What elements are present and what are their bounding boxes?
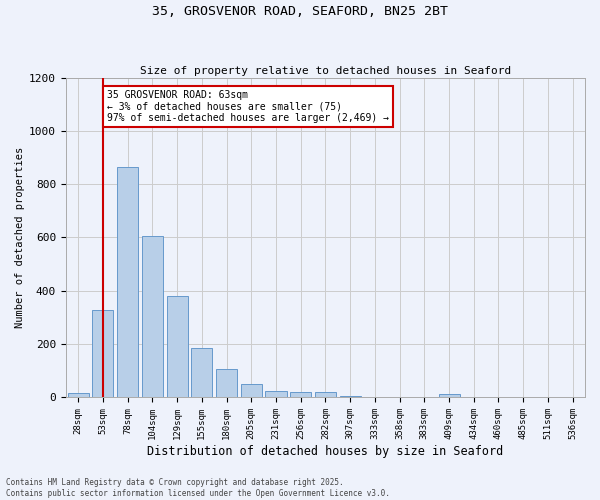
Y-axis label: Number of detached properties: Number of detached properties (15, 146, 25, 328)
Bar (216, 369, 237, 397)
Bar (241, 384, 262, 397)
Bar (142, 236, 163, 397)
Bar (117, 167, 138, 397)
Title: Size of property relative to detached houses in Seaford: Size of property relative to detached ho… (140, 66, 511, 76)
Bar (265, 391, 287, 397)
Text: Contains HM Land Registry data © Crown copyright and database right 2025.
Contai: Contains HM Land Registry data © Crown c… (6, 478, 390, 498)
Bar (290, 392, 311, 397)
Bar (315, 392, 336, 397)
Bar (167, 296, 188, 397)
Bar (68, 393, 89, 397)
Bar (92, 310, 113, 397)
Bar (191, 348, 212, 397)
X-axis label: Distribution of detached houses by size in Seaford: Distribution of detached houses by size … (148, 444, 503, 458)
Text: 35 GROSVENOR ROAD: 63sqm
← 3% of detached houses are smaller (75)
97% of semi-de: 35 GROSVENOR ROAD: 63sqm ← 3% of detache… (107, 90, 389, 123)
Text: 35, GROSVENOR ROAD, SEAFORD, BN25 2BT: 35, GROSVENOR ROAD, SEAFORD, BN25 2BT (152, 5, 448, 18)
Bar (340, 396, 361, 397)
Bar (439, 394, 460, 397)
